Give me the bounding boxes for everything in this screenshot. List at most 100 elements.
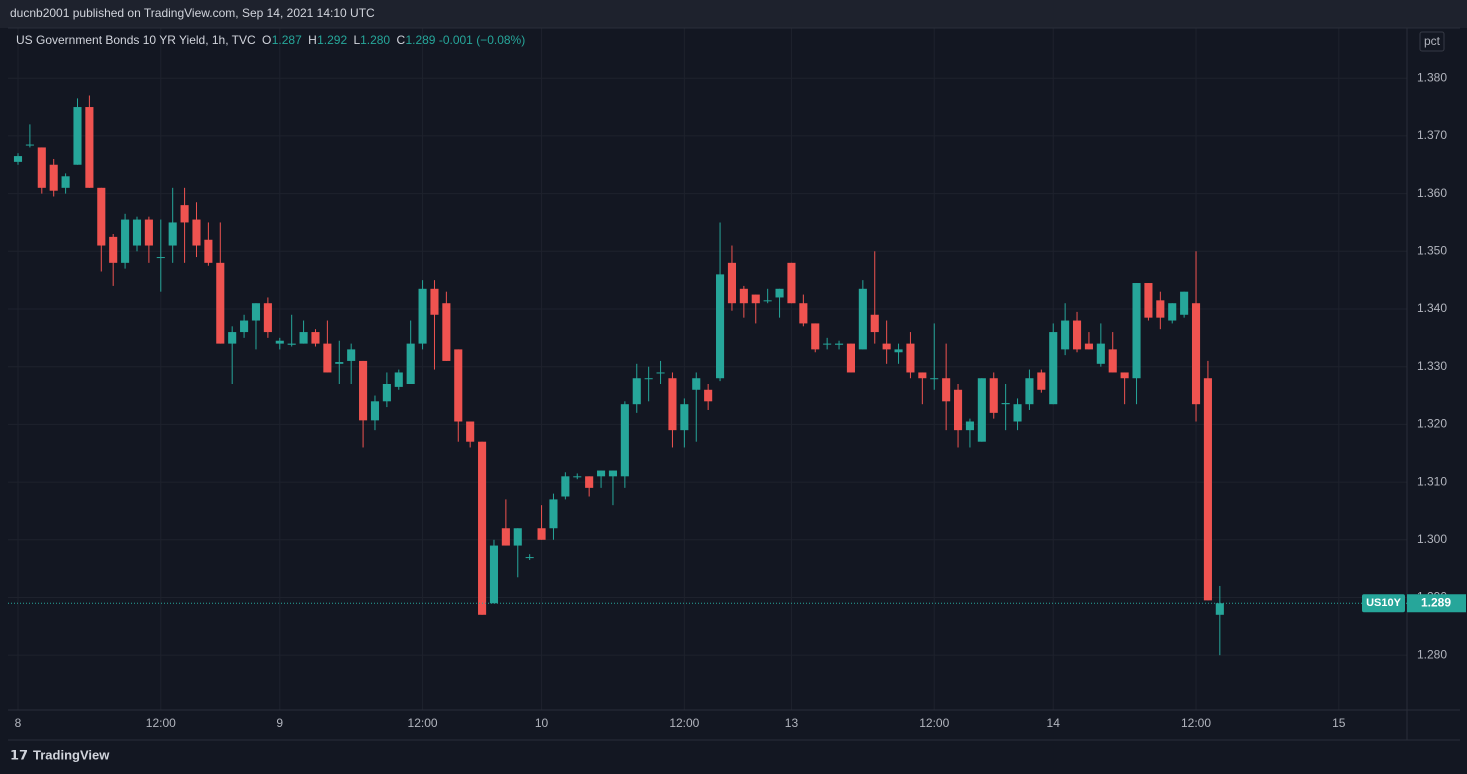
- candle-body: [763, 300, 772, 302]
- candle-body: [942, 378, 951, 402]
- y-tick-label: 1.310: [1417, 474, 1447, 488]
- candle-body: [965, 421, 974, 431]
- candle-body: [573, 476, 582, 478]
- legend-key: H: [308, 33, 317, 47]
- legend-value: 1.292: [317, 33, 347, 47]
- legend-value: 1.280: [360, 33, 390, 47]
- candle-body: [335, 362, 344, 364]
- y-tick-label: 1.380: [1417, 70, 1447, 84]
- candle-body: [228, 332, 237, 344]
- scale-button-label[interactable]: pct: [1424, 34, 1441, 48]
- candle-body: [382, 384, 391, 402]
- candle-body: [870, 314, 879, 333]
- candle-body: [858, 288, 867, 350]
- candle-body: [240, 320, 249, 333]
- candle-body: [478, 441, 487, 615]
- candle-body: [299, 332, 308, 344]
- y-tick-label: 1.370: [1417, 128, 1447, 142]
- candle-body: [1001, 403, 1010, 405]
- candle-body: [882, 343, 891, 350]
- candle-body: [1156, 300, 1165, 318]
- candle-body: [109, 236, 118, 263]
- candle-body: [930, 378, 939, 380]
- candle-body: [406, 343, 415, 385]
- candle-body: [394, 372, 403, 387]
- legend-value: 1.287: [272, 33, 302, 47]
- price-tag-box: [1407, 594, 1466, 613]
- scale-button[interactable]: [1419, 31, 1445, 52]
- x-tick-label: 12:00: [408, 716, 438, 730]
- candle-body: [1025, 378, 1034, 405]
- symbol-tag-box: [1362, 594, 1405, 613]
- legend-key: O: [262, 33, 271, 47]
- candle-body: [751, 294, 760, 304]
- candle-body: [359, 360, 368, 421]
- legend-key: C: [396, 33, 405, 47]
- candle-body: [489, 545, 499, 604]
- y-tick-label: 1.300: [1417, 532, 1447, 546]
- candle-body: [311, 332, 320, 344]
- candle-body: [989, 378, 998, 413]
- y-tick-label: 1.280: [1417, 647, 1447, 661]
- candle-body: [549, 499, 558, 529]
- candle-body: [418, 288, 427, 344]
- candle-body: [1203, 378, 1212, 601]
- candle-body: [180, 205, 189, 223]
- candle-body: [716, 274, 725, 379]
- x-tick-label: 10: [535, 716, 549, 730]
- candle-body: [1084, 343, 1093, 350]
- candle-body: [846, 343, 855, 373]
- x-tick-label: 9: [276, 716, 283, 730]
- candle-body: [656, 372, 665, 374]
- candle-body: [727, 262, 736, 304]
- candle-body: [25, 144, 34, 146]
- candle-body: [799, 303, 808, 324]
- candle-body: [1096, 343, 1105, 364]
- candle-body: [168, 222, 177, 246]
- brand-logo: 𝟭𝟳: [10, 747, 28, 762]
- candle-body: [144, 219, 153, 246]
- candle-body: [466, 421, 475, 442]
- candle-body: [585, 476, 594, 488]
- candle-body: [894, 349, 903, 353]
- candle-body: [1061, 320, 1070, 350]
- candle-body: [1132, 283, 1141, 379]
- candle-body: [204, 239, 213, 263]
- price-tag: 1.289: [1421, 595, 1451, 609]
- candle-body: [13, 156, 23, 162]
- candle-body: [704, 389, 713, 402]
- candle-body: [513, 528, 522, 546]
- y-tick-label: 1.320: [1417, 417, 1447, 431]
- legend-value: 1.289: [405, 33, 435, 47]
- x-tick-label: 12:00: [919, 716, 949, 730]
- candle-body: [49, 164, 58, 191]
- brand: TradingView: [33, 747, 110, 762]
- candle-body: [370, 401, 380, 421]
- legend-key: L: [353, 33, 360, 47]
- candle-body: [323, 343, 332, 373]
- candle-body: [1037, 372, 1046, 390]
- candle-body: [1215, 603, 1224, 615]
- candle-body: [97, 187, 106, 246]
- x-tick-label: 15: [1332, 716, 1346, 730]
- candle-body: [347, 349, 356, 361]
- candle-body: [525, 557, 534, 559]
- candle-body: [430, 288, 439, 315]
- candle-body: [632, 378, 641, 405]
- candle-body: [823, 343, 832, 345]
- candle-body: [1168, 303, 1177, 321]
- candle-body: [442, 303, 451, 361]
- candle-body: [680, 404, 689, 431]
- candle-body: [251, 303, 261, 321]
- candle-body: [906, 343, 915, 373]
- candle-body: [263, 303, 272, 333]
- candle-body: [835, 343, 844, 345]
- legend-change: -0.001 (−0.08%): [439, 33, 525, 47]
- candle-body: [620, 404, 629, 477]
- candle-body: [787, 262, 796, 304]
- candle-body: [811, 323, 820, 350]
- top-bar: [0, 0, 1467, 28]
- candle-body: [37, 147, 46, 188]
